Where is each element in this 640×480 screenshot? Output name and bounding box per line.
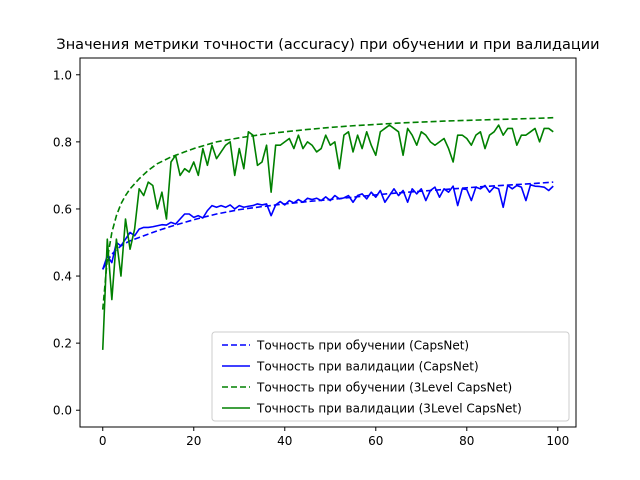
y-tick-label: 1.0 <box>53 68 72 82</box>
y-tick-label: 0.2 <box>53 337 72 351</box>
x-tick-label: 40 <box>277 434 292 448</box>
plot-area <box>101 116 554 350</box>
series-line-3 <box>101 116 554 310</box>
x-tick-label: 20 <box>186 434 201 448</box>
chart-title: Значения метрики точности (accuracy) при… <box>56 37 599 53</box>
legend-box <box>211 331 570 422</box>
x-tick-label: 0 <box>99 434 107 448</box>
legend-label-2: Точность при валидации (CapsNet) <box>256 360 479 374</box>
y-tick-label: 0.8 <box>53 135 72 149</box>
legend-label-3: Точность при обучении (3Level CapsNet) <box>256 381 512 395</box>
series-line-4 <box>101 124 554 350</box>
legend-label-4: Точность при валидации (3Level CapsNet) <box>256 402 522 416</box>
y-tick-label: 0.6 <box>53 202 72 216</box>
axis-ticks: 0 20 40 60 80 100 0.0 0.2 0.4 0.6 0.8 1.0 <box>53 68 569 448</box>
legend-label-1: Точность при обучении (CapsNet) <box>256 339 469 353</box>
x-tick-label: 80 <box>459 434 474 448</box>
axes-frame <box>79 57 577 428</box>
series-line-2 <box>101 184 554 270</box>
y-tick-label: 0.0 <box>53 404 72 418</box>
x-tick-label: 60 <box>368 434 383 448</box>
legend: Точность при обучении (CapsNet) Точность … <box>211 331 570 422</box>
y-tick-label: 0.4 <box>53 270 72 284</box>
x-tick-label: 100 <box>546 434 569 448</box>
